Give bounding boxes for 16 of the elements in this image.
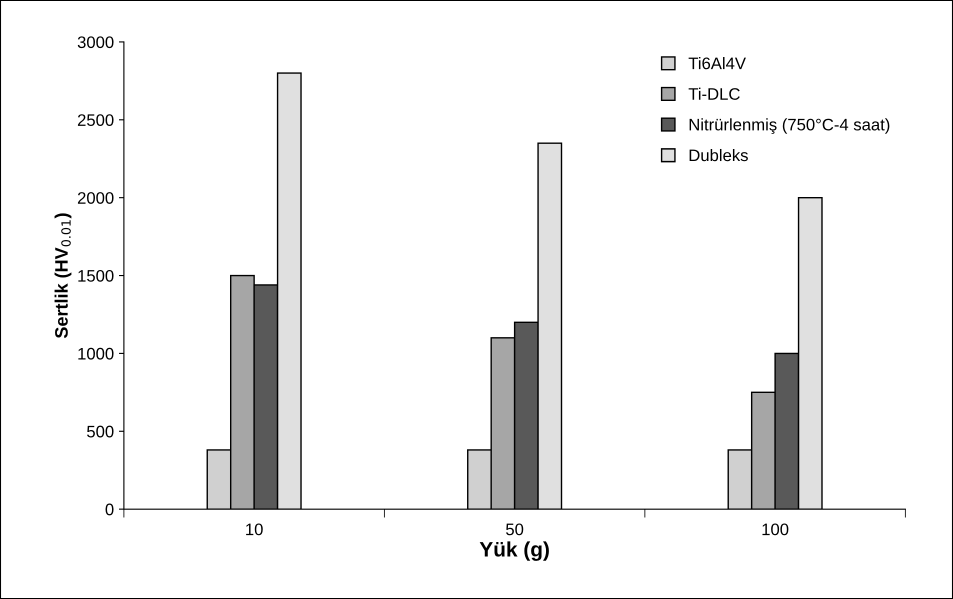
x-axis-title: Yük (g) xyxy=(480,541,549,561)
y-tick-label: 2500 xyxy=(78,114,114,126)
y-tick-label: 1000 xyxy=(78,348,114,360)
x-tick-label: 10 xyxy=(246,523,263,536)
y-tick-label: 3000 xyxy=(78,36,114,48)
legend-label: Ti-DLC xyxy=(688,88,740,100)
y-tick-label: 500 xyxy=(87,426,114,438)
y-tick-label: 1500 xyxy=(78,270,114,282)
legend-label: Ti6Al4V xyxy=(688,57,746,70)
y-axis-title: Sertlik (HV$_{0.01}$) xyxy=(54,213,72,338)
y-tick-label: 2000 xyxy=(78,192,114,204)
legend-label: Nitrürlenmiş (750°C-4 saat) xyxy=(690,118,890,134)
legend-label: Dubleks xyxy=(690,148,748,162)
y-tick-label: 0 xyxy=(106,504,114,516)
x-tick-label: 50 xyxy=(506,523,524,536)
x-tick-label: 100 xyxy=(762,523,788,536)
